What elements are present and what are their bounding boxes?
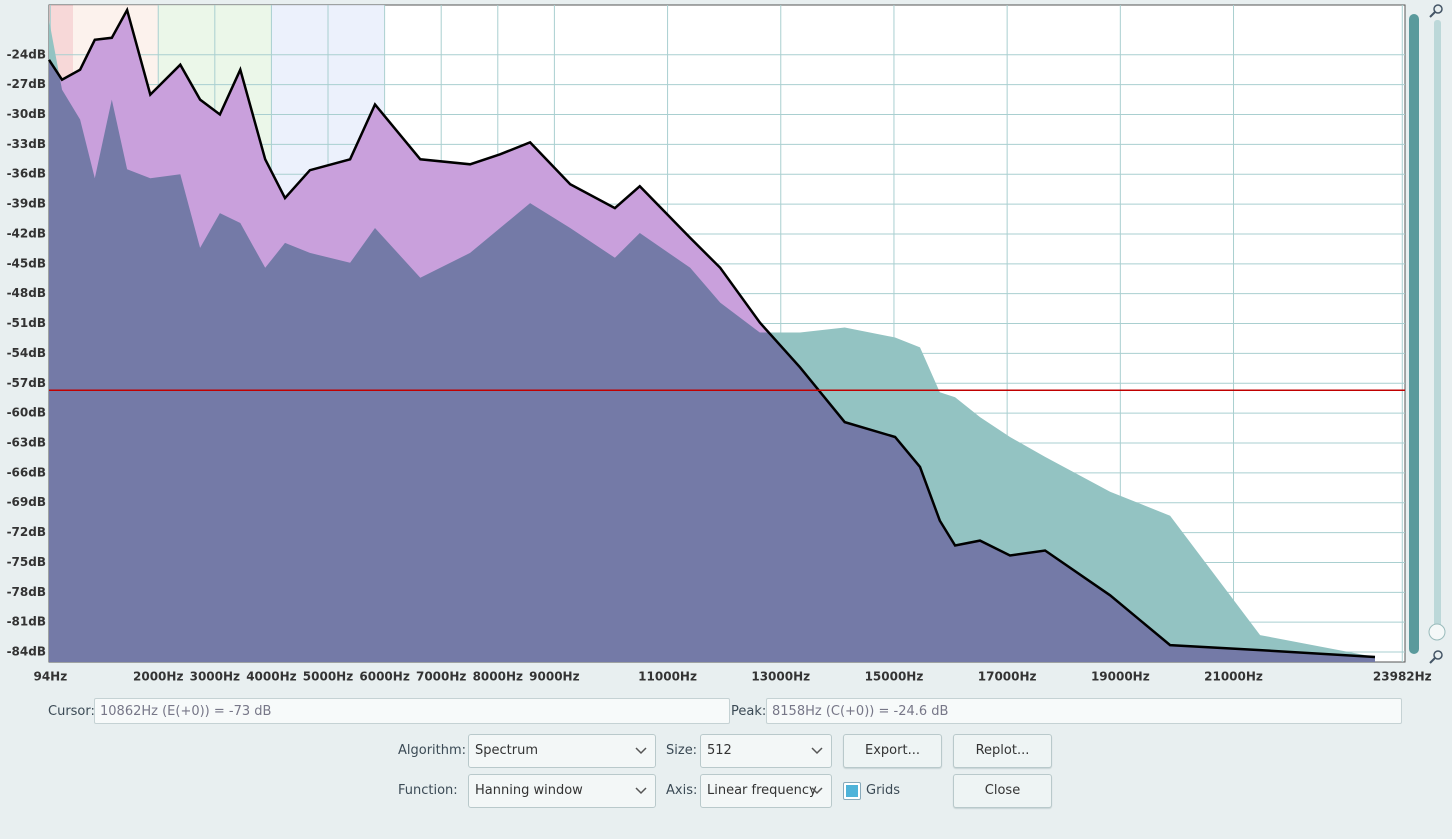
x-tick-label: 13000Hz — [751, 670, 810, 684]
size-select[interactable]: 512 — [700, 734, 832, 768]
size-value: 512 — [707, 743, 732, 758]
check-mark — [846, 785, 858, 797]
replot-button[interactable]: Replot... — [953, 734, 1052, 768]
spectra — [49, 10, 1376, 662]
function-label: Function: — [398, 783, 458, 798]
y-tick-label: -36dB — [7, 167, 46, 181]
y-tick-label: -78dB — [7, 585, 46, 599]
zoom-out[interactable] — [1429, 650, 1443, 664]
function-select[interactable]: Hanning window — [468, 774, 656, 808]
y-tick-label: -57dB — [7, 376, 46, 390]
close-button[interactable]: Close — [953, 774, 1052, 808]
algorithm-select[interactable]: Spectrum — [468, 734, 656, 768]
zoom-slider[interactable] — [1434, 20, 1441, 640]
chevron — [811, 787, 823, 795]
y-tick-label: -51dB — [7, 316, 46, 330]
chevron — [811, 747, 823, 755]
y-tick-label: -72dB — [7, 525, 46, 539]
y-tick-label: -48dB — [7, 286, 46, 300]
x-tick-label: 17000Hz — [978, 670, 1037, 684]
zoom-in[interactable] — [1429, 4, 1443, 18]
y-tick-label: -24dB — [7, 47, 46, 61]
vertical-slider[interactable] — [1409, 14, 1419, 654]
y-tick-label: -66dB — [7, 465, 46, 479]
x-tick-label: 3000Hz — [190, 670, 240, 684]
axis-label: Axis: — [666, 783, 698, 798]
peak-field: 8158Hz (C(+0)) = -24.6 dB — [766, 698, 1402, 724]
y-tick-label: -63dB — [7, 436, 46, 450]
y-tick-label: -75dB — [7, 555, 46, 569]
spectrum-line — [47, 6, 1376, 659]
chevron — [635, 787, 647, 795]
y-tick-label: -60dB — [7, 406, 46, 420]
overlay — [47, 6, 1405, 659]
y-tick-label: -45dB — [7, 256, 46, 270]
grids-checkbox[interactable] — [843, 782, 861, 800]
y-tick-label: -33dB — [7, 137, 46, 151]
x-tick-label: 15000Hz — [865, 670, 924, 684]
y-tick-label: -39dB — [7, 197, 46, 211]
axis-value: Linear frequency — [707, 783, 817, 798]
x-tick-label: 19000Hz — [1091, 670, 1150, 684]
chevron — [635, 747, 647, 755]
peak-label: Peak: — [731, 704, 767, 719]
zoom-handle[interactable] — [1428, 623, 1446, 641]
x-tick-label: 11000Hz — [638, 670, 697, 684]
algorithm-label: Algorithm: — [398, 743, 467, 758]
y-tick-label: -69dB — [7, 495, 46, 509]
x-tick-label: 23982Hz — [1373, 670, 1432, 684]
function-value: Hanning window — [475, 783, 583, 798]
y-tick-label: -54dB — [7, 346, 46, 360]
y-tick-label: -42dB — [7, 226, 46, 240]
x-tick-label: 9000Hz — [529, 670, 579, 684]
x-tick-label: 8000Hz — [473, 670, 523, 684]
algorithm-value: Spectrum — [475, 743, 538, 758]
y-tick-label: -27dB — [7, 77, 46, 91]
grids-label[interactable]: Grids — [866, 783, 901, 798]
x-tick-label: 6000Hz — [359, 670, 409, 684]
x-tick-label: 4000Hz — [246, 670, 296, 684]
x-tick-label: 7000Hz — [416, 670, 466, 684]
export-button[interactable]: Export... — [843, 734, 942, 768]
x-tick-label: 94Hz — [33, 670, 67, 684]
axis-select[interactable]: Linear frequency — [700, 774, 832, 808]
x-tick-label: 5000Hz — [303, 670, 353, 684]
size-label: Size: — [666, 743, 698, 758]
cursor-field: 10862Hz (E(+0)) = -73 dB — [94, 698, 730, 724]
chart: -24dB -27dB -30dB -33dB -36dB -39dB -42dB -45dB… — [7, 4, 1446, 684]
x-tick-label: 21000Hz — [1204, 670, 1263, 684]
y-tick-label: -81dB — [7, 615, 46, 629]
cursor-label: Cursor: — [48, 704, 95, 719]
y-tick-label: -84dB — [7, 645, 46, 659]
spectrum-area — [49, 19, 1376, 662]
y-tick-label: -30dB — [7, 107, 46, 121]
x-tick-label: 2000Hz — [133, 670, 183, 684]
